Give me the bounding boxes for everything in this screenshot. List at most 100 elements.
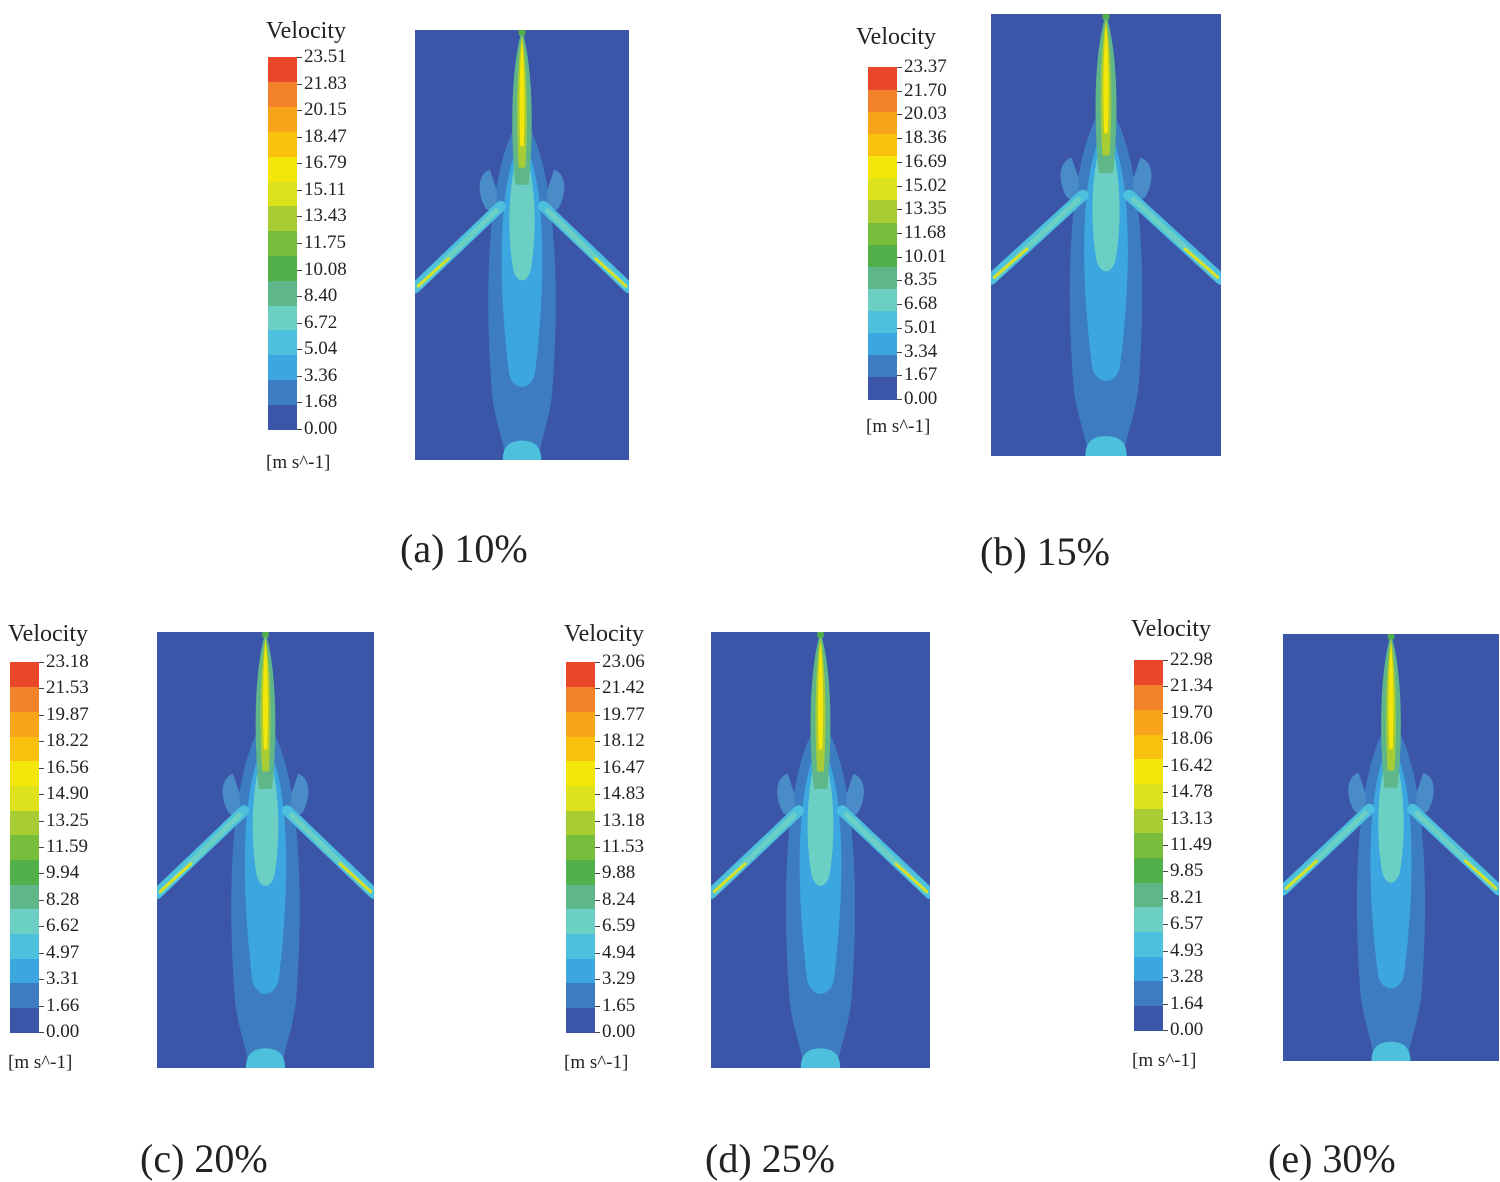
colorbar-segment <box>1134 1005 1163 1031</box>
tick-label: 13.43 <box>304 205 347 227</box>
tick-label: 11.68 <box>904 222 947 243</box>
tick-label: 0.00 <box>304 418 338 439</box>
colorbar-tick <box>595 741 600 743</box>
colorbar-tick <box>1163 1003 1168 1005</box>
right-wisp <box>1133 157 1152 200</box>
tick-label: 15.02 <box>904 174 947 196</box>
tick-label: 1.66 <box>46 994 80 1016</box>
colorbar-segment <box>1134 758 1163 784</box>
tick-label: 8.40 <box>304 285 338 307</box>
colorbar-segment <box>566 933 595 959</box>
colorbar-segment <box>566 662 595 688</box>
tick-label: 6.59 <box>602 915 636 937</box>
panel-caption: (e) 30% <box>1268 1136 1396 1181</box>
colorbar-tick <box>297 322 302 324</box>
colorbar-segment <box>566 760 595 786</box>
colorbar-segment <box>10 785 39 811</box>
right-jet-tip <box>593 256 628 288</box>
colorbar-tick <box>1163 660 1168 661</box>
legend-title: Velocity <box>8 621 88 647</box>
colorbar-tick <box>39 820 44 822</box>
colorbar-tick <box>297 83 302 85</box>
tick-label: 18.47 <box>304 125 347 147</box>
tick-label: 19.70 <box>1170 701 1213 723</box>
top-nozzle <box>817 632 824 638</box>
colorbar-segment <box>10 933 39 959</box>
panel-caption: (d) 25% <box>705 1136 835 1181</box>
left-jet-tip <box>158 862 193 894</box>
tick-label: 0.00 <box>602 1021 636 1042</box>
central-jet-core <box>519 38 525 147</box>
right-wisp <box>846 773 864 815</box>
colorbar-segment <box>10 711 39 737</box>
colorbar-tick <box>39 847 44 848</box>
colorbar-segment <box>868 266 897 289</box>
tick-label: 5.04 <box>304 338 338 360</box>
colorbar-segment <box>868 89 897 112</box>
tick-label: 11.49 <box>1170 834 1213 855</box>
tick-label: 3.34 <box>904 340 938 362</box>
colorbar-tick <box>297 163 302 165</box>
colorbar-tick <box>297 429 302 430</box>
right-wisp <box>547 169 565 211</box>
colorbar-segment <box>868 332 897 356</box>
unit-label: [m s^-1] <box>8 1052 73 1073</box>
colorbar-segment <box>566 711 595 737</box>
left-jet-tip <box>992 247 1029 280</box>
colorbar-tick <box>39 979 44 981</box>
tick-label: 23.37 <box>904 56 947 77</box>
tick-label: 18.12 <box>602 730 645 752</box>
colorbar-segment <box>868 177 897 201</box>
tick-label: 23.06 <box>602 651 645 672</box>
colorbar-segment <box>566 810 595 836</box>
left-wisp <box>777 773 795 815</box>
colorbar-tick <box>897 233 902 234</box>
colorbar-segment <box>1134 832 1163 858</box>
top-nozzle <box>1387 634 1395 640</box>
colorbar-tick <box>595 820 600 822</box>
colorbar-tick <box>39 794 44 796</box>
central-jet-core <box>262 640 269 750</box>
colorbar-tick <box>39 741 44 743</box>
colorbar-segment <box>1134 783 1163 809</box>
colorbar-segment <box>868 376 897 400</box>
colorbar-segment <box>10 736 39 762</box>
colorbar-tick <box>897 209 902 211</box>
tick-label: 11.53 <box>602 836 645 857</box>
colorbar-tick <box>39 1032 44 1033</box>
colorbar-segment <box>566 834 595 860</box>
colorbar-tick <box>297 349 302 351</box>
tick-label: 20.15 <box>304 99 347 121</box>
tick-label: 9.85 <box>1170 860 1204 882</box>
colorbar-segment <box>868 310 897 334</box>
tick-label: 18.06 <box>1170 728 1213 750</box>
colorbar-tick <box>297 110 302 112</box>
colorbar-tick <box>595 979 600 981</box>
left-jet-tip <box>416 256 451 288</box>
panel-caption: (c) 20% <box>140 1136 268 1181</box>
tick-label: 23.18 <box>46 651 89 672</box>
velocity-contour-plot <box>157 632 374 1068</box>
colorbar-segment <box>268 329 297 356</box>
tick-label: 3.31 <box>46 968 80 990</box>
tick-label: 4.94 <box>602 941 636 963</box>
colorbar-tick <box>897 90 902 92</box>
colorbar-segment <box>566 686 595 712</box>
colorbar-segment <box>268 106 297 132</box>
right-wisp <box>290 773 309 815</box>
tick-label: 8.35 <box>904 269 938 291</box>
bottom-outlet <box>245 1048 286 1068</box>
left-wisp <box>1348 772 1366 813</box>
colorbar-segment <box>1134 709 1163 735</box>
colorbar-tick <box>595 662 600 663</box>
tick-label: 13.25 <box>46 809 89 831</box>
colorbar-tick <box>297 269 302 271</box>
colorbar-segment <box>566 1007 595 1033</box>
colorbar-tick <box>39 1005 44 1007</box>
colorbar-tick <box>39 926 44 928</box>
colorbar-segment <box>1134 906 1163 932</box>
colorbar-segment <box>268 156 297 182</box>
colorbar-tick <box>897 304 902 306</box>
colorbar-segment <box>868 111 897 134</box>
tick-label: 10.01 <box>904 245 947 267</box>
